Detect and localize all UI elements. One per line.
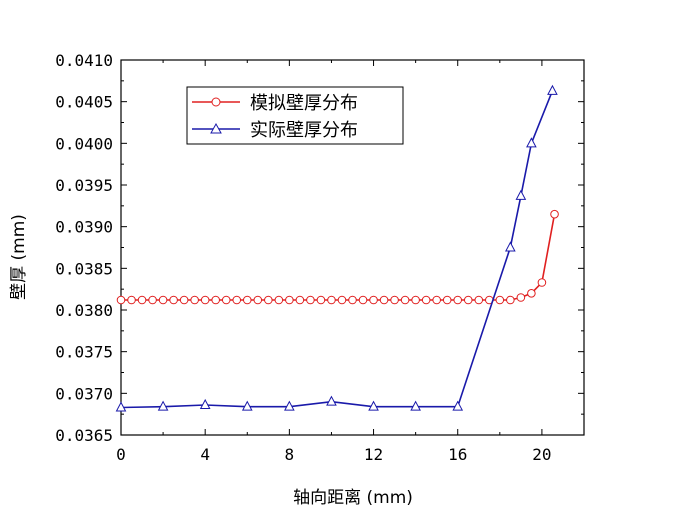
legend-marker-simulated: [211, 97, 221, 107]
data-point-circle: [327, 295, 336, 305]
data-point-circle: [179, 295, 189, 305]
data-point-circle: [337, 295, 347, 305]
data-point-circle: [537, 278, 547, 287]
data-point-circle: [463, 295, 473, 305]
y-tick-label: 0.0375: [55, 343, 113, 362]
data-point-circle: [358, 295, 368, 305]
y-tick-label: 0.0410: [55, 51, 113, 70]
y-tick-label: 0.0400: [55, 134, 113, 153]
data-point-circle: [421, 295, 431, 305]
data-point-circle: [148, 295, 157, 305]
data-point-triangle: [157, 400, 169, 411]
data-point-circle: [550, 209, 559, 219]
data-point-circle: [379, 295, 389, 305]
data-point-triangle: [452, 400, 464, 411]
data-point-circle: [432, 295, 441, 305]
y-tick-label: 0.0390: [55, 218, 113, 237]
y-tick-label: 0.0405: [55, 93, 113, 112]
data-point-circle: [390, 295, 399, 305]
y-tick-label: 0.0380: [55, 301, 113, 320]
data-point-triangle: [368, 400, 379, 411]
series-layer: [115, 84, 559, 412]
x-tick-label: 16: [448, 445, 467, 464]
series-actual: [115, 84, 558, 412]
data-point-circle: [253, 295, 263, 305]
x-tick-label: 8: [285, 445, 295, 464]
x-tick-label: 20: [532, 445, 551, 464]
data-point-circle: [527, 289, 536, 298]
data-point-circle: [285, 295, 294, 305]
data-point-circle: [190, 295, 199, 305]
data-point-circle: [116, 295, 126, 305]
y-axis-title: 壁厚 (mm): [9, 214, 29, 300]
data-point-circle: [474, 295, 484, 305]
data-point-triangle: [284, 400, 295, 411]
legend: 模拟壁厚分布 实际壁厚分布: [186, 86, 404, 145]
data-point-triangle: [115, 401, 127, 412]
data-point-triangle: [505, 241, 516, 252]
data-point-triangle: [526, 137, 537, 148]
data-point-circle: [221, 295, 231, 305]
data-point-circle: [211, 295, 221, 305]
legend-marker-actual: [210, 122, 222, 134]
data-point-circle: [232, 295, 242, 305]
series-simulated: [116, 209, 559, 305]
data-point-triangle: [547, 84, 558, 95]
data-point-circle: [200, 295, 210, 305]
data-point-circle: [316, 295, 326, 305]
data-point-triangle: [515, 189, 527, 200]
data-point-triangle: [199, 398, 211, 409]
data-point-circle: [242, 295, 252, 305]
data-point-circle: [169, 295, 178, 305]
data-point-triangle: [241, 400, 253, 411]
axes-layer: 0 4 8 12 16 20 0.0365 0.0370 0.0375 0.0380 0.0385 0…: [55, 51, 585, 464]
data-point-circle: [506, 295, 515, 305]
data-point-circle: [348, 295, 357, 305]
data-point-circle: [295, 295, 305, 305]
data-point-circle: [127, 295, 136, 305]
series-line: [121, 214, 556, 301]
legend-box: [186, 86, 404, 145]
x-tick-label: 12: [364, 445, 383, 464]
data-point-circle: [453, 295, 463, 305]
data-point-circle: [264, 295, 273, 305]
data-point-circle: [369, 295, 378, 305]
data-point-circle: [306, 295, 315, 305]
y-tick-label: 0.0365: [55, 426, 113, 445]
y-tick-label: 0.0395: [55, 176, 113, 195]
data-point-circle: [411, 295, 420, 305]
x-tick-label: 4: [200, 445, 210, 464]
data-point-circle: [137, 295, 147, 305]
legend-label-simulated: 模拟壁厚分布: [250, 93, 358, 114]
x-tick-label: 0: [116, 445, 126, 464]
data-point-triangle: [410, 400, 421, 411]
x-axis-title: 轴向距离 (mm): [293, 488, 413, 508]
y-tick-label: 0.0385: [55, 259, 113, 278]
data-point-circle: [516, 293, 526, 302]
data-point-triangle: [326, 395, 337, 406]
data-point-circle: [158, 295, 168, 305]
data-point-circle: [442, 295, 452, 305]
data-point-circle: [274, 295, 284, 305]
y-tick-label: 0.0370: [55, 384, 113, 403]
data-point-circle: [495, 295, 505, 305]
legend-label-actual: 实际壁厚分布: [250, 120, 358, 141]
data-point-circle: [400, 295, 410, 305]
